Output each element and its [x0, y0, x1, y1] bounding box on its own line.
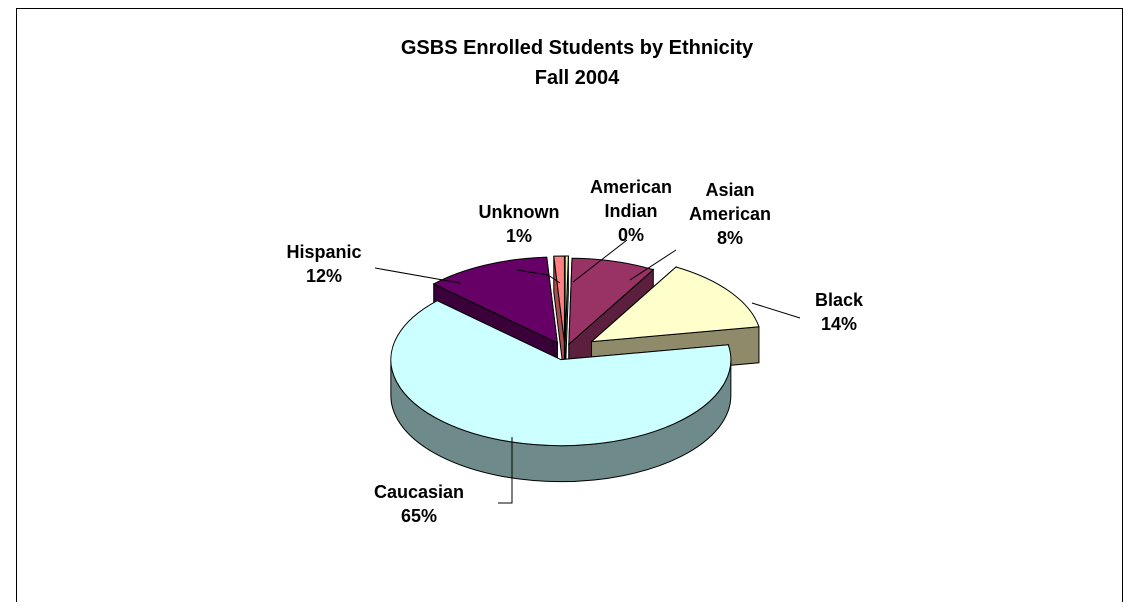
slice-asian-american	[568, 257, 655, 346]
chart-border	[16, 8, 1123, 607]
leader-lines	[374, 239, 801, 504]
leader-line-asian-american	[629, 249, 677, 281]
slice-black	[590, 266, 760, 343]
slice-caucasian-label: Caucasian	[374, 482, 464, 502]
slice-american-indian-label: American	[590, 177, 672, 197]
leader-line-unknown	[516, 269, 561, 284]
leader-line-american-indian	[572, 239, 628, 283]
chart-subtitle: Fall 2004	[535, 67, 620, 89]
leader-line-caucasian	[498, 437, 513, 504]
slice-black-percent-label: 14%	[821, 314, 857, 334]
slice-asian-american-label: American	[689, 204, 771, 224]
slice-asian-american-label: Asian	[705, 180, 754, 200]
slice-unknown	[553, 255, 565, 343]
slice-asian-american-percent-label: 8%	[717, 228, 743, 248]
slice-unknown-label: Unknown	[479, 202, 560, 222]
slice-labels: American Indian 0% Asian American 8% Black 14% C…	[286, 177, 864, 526]
slice-unknown-percent-label: 1%	[506, 226, 532, 246]
slice-american-indian-percent-label: 0%	[618, 225, 644, 245]
leader-line-black	[751, 302, 801, 319]
leader-line-hispanic	[374, 267, 461, 284]
slice-caucasian-percent-label: 65%	[401, 506, 437, 526]
slice-black-label: Black	[815, 290, 864, 310]
slice-hispanic-percent-label: 12%	[306, 266, 342, 286]
slice-american-indian-label: Indian	[605, 201, 658, 221]
slice-american-indian	[564, 255, 569, 343]
slice-hispanic-label: Hispanic	[286, 242, 361, 262]
slice-hispanic	[432, 256, 558, 344]
chart-title: GSBS Enrolled Students by Ethnicity	[401, 37, 754, 59]
pie-top-faces	[390, 255, 760, 447]
